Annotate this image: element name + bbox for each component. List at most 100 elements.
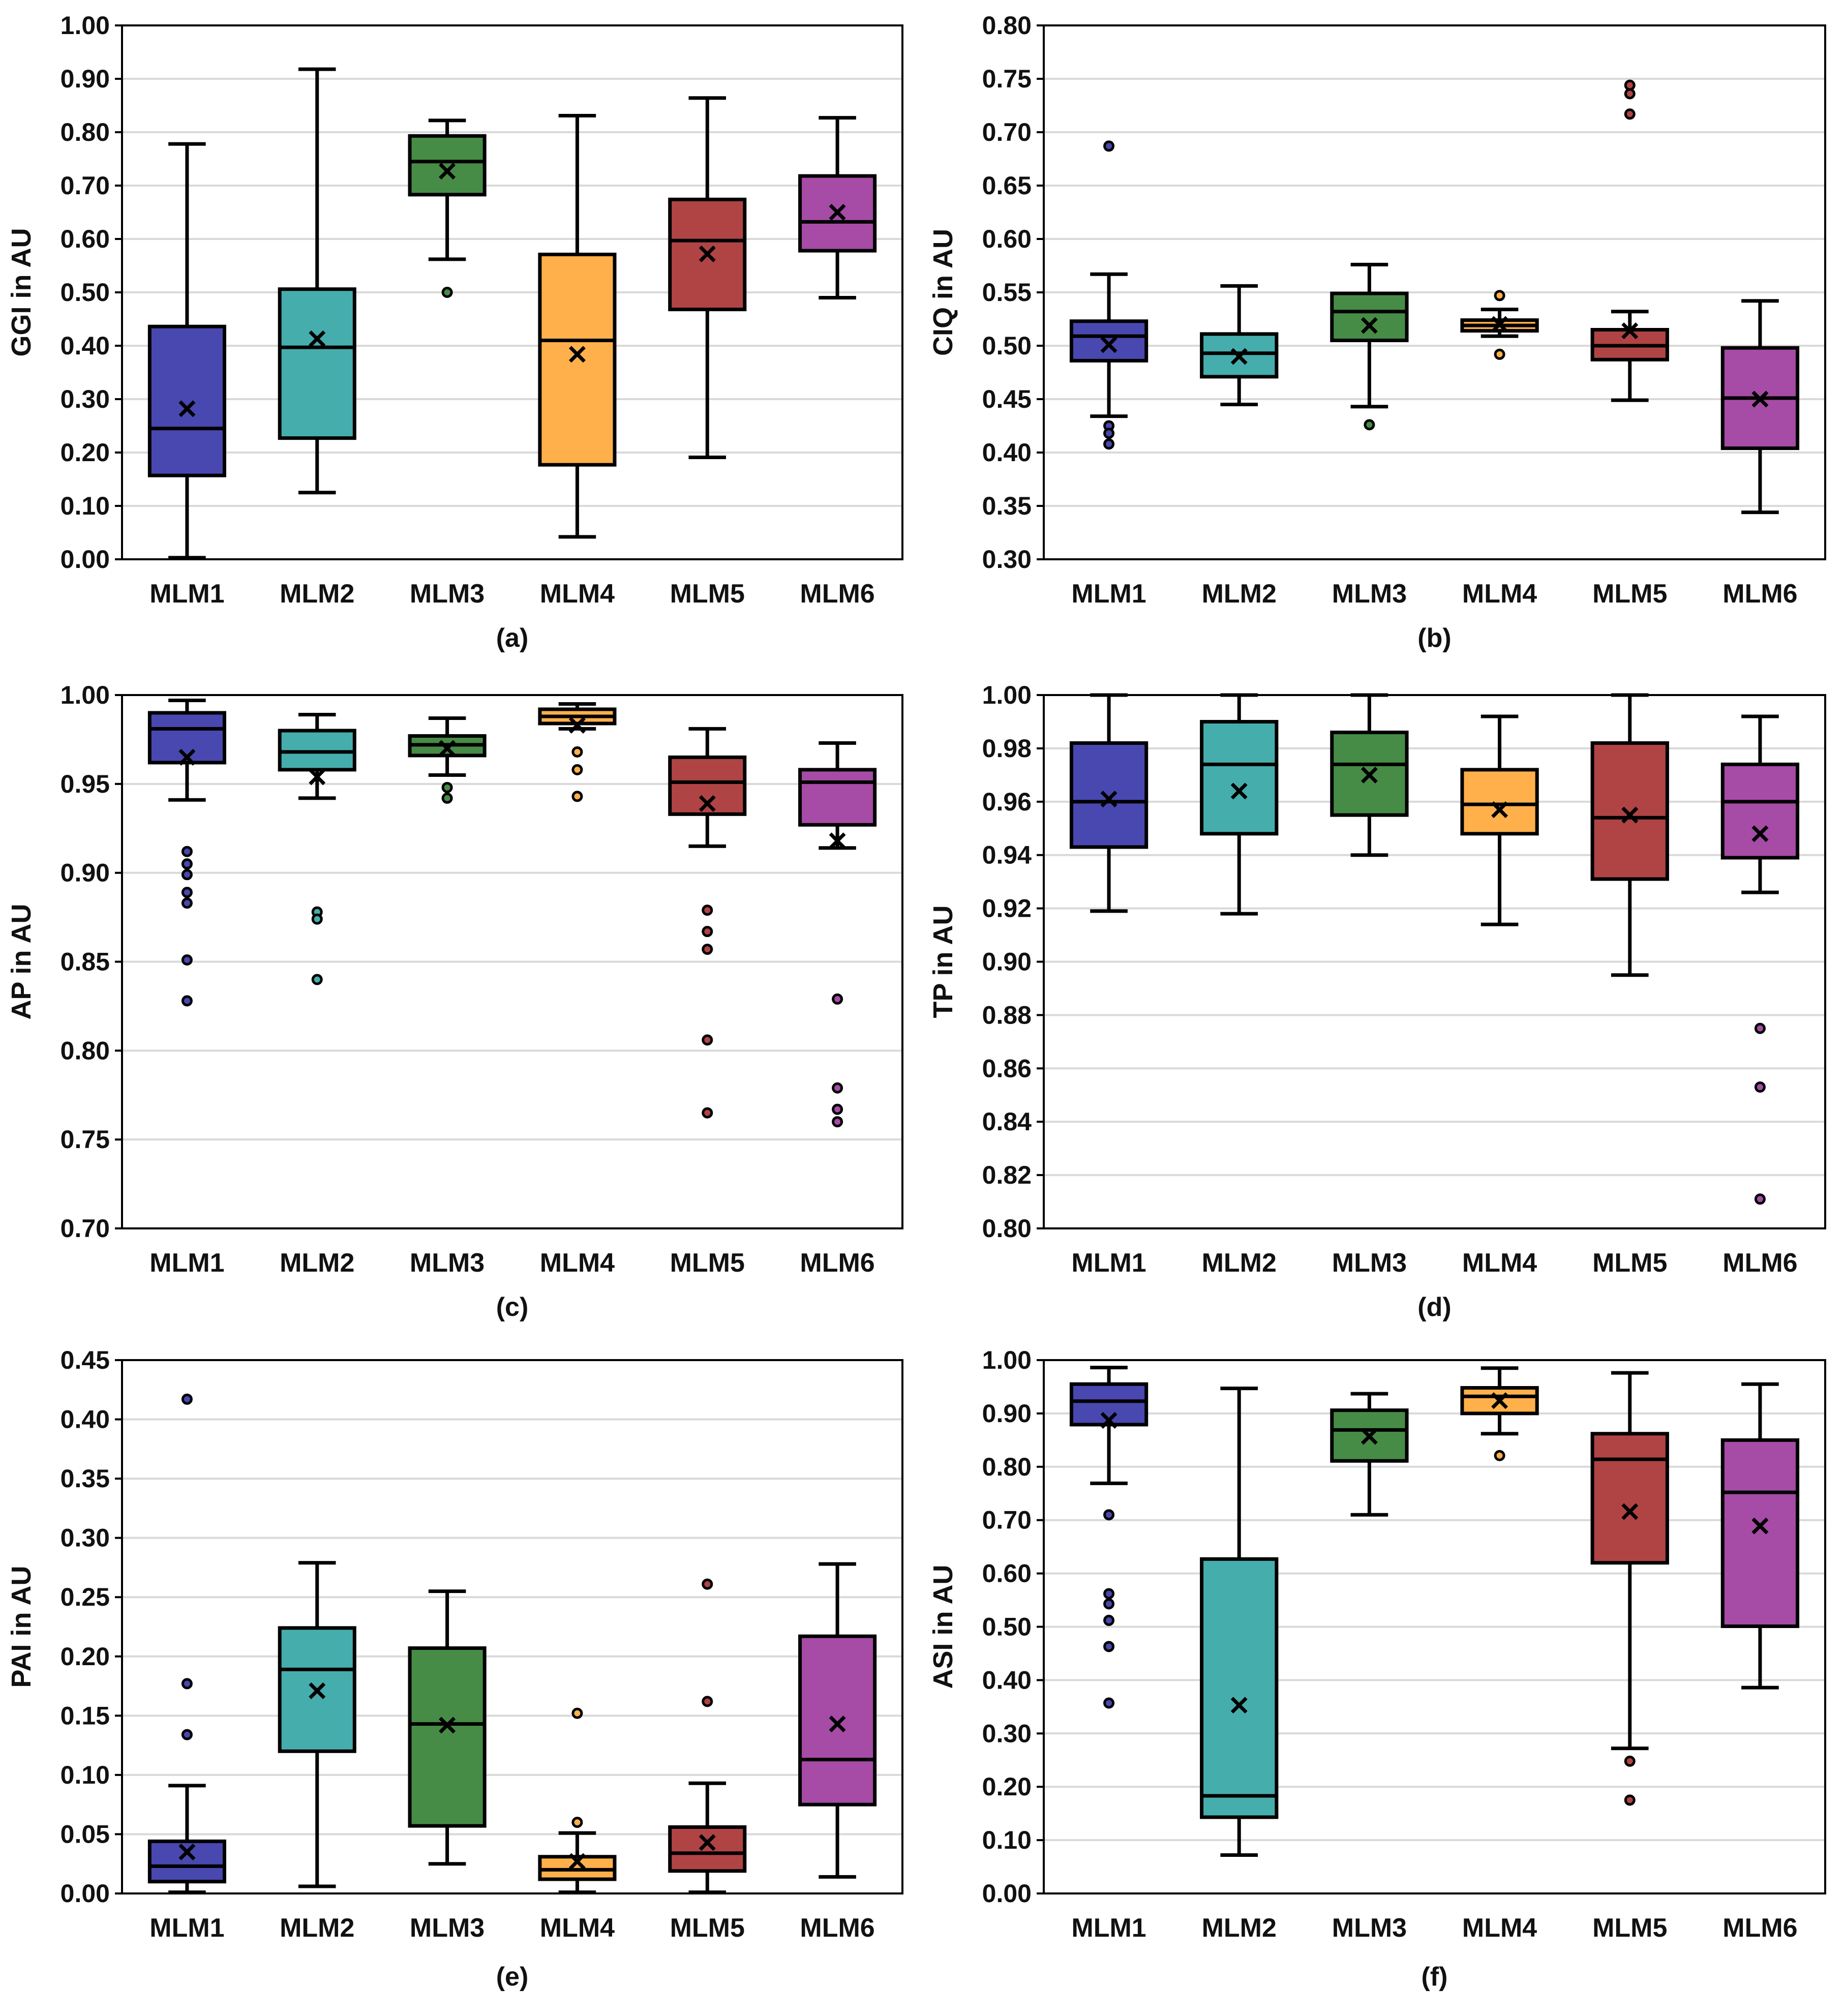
outlier-point <box>181 1678 193 1690</box>
y-tick-label: 0.20 <box>61 1642 110 1671</box>
outlier-point <box>702 926 713 938</box>
box-body <box>1200 719 1279 836</box>
box-mlm2 <box>278 67 356 495</box>
mean-marker <box>699 795 716 812</box>
mean-marker <box>1491 316 1508 333</box>
y-tick-label: 0.45 <box>61 1346 110 1374</box>
outlier-point <box>571 746 583 758</box>
outlier-point <box>1103 1641 1115 1652</box>
outlier-point <box>1364 419 1375 431</box>
y-tick-label: 0.70 <box>61 1214 110 1243</box>
outlier-point <box>702 944 713 955</box>
box-mlm4 <box>1460 714 1539 926</box>
box-mlm3 <box>1330 262 1409 431</box>
y-tick-label: 0.40 <box>61 332 110 360</box>
outlier-point <box>181 1729 193 1740</box>
category-label: MLM3 <box>1332 1913 1407 1943</box>
y-tick-label: 0.35 <box>982 492 1032 520</box>
y-tick-label: 0.90 <box>61 859 110 887</box>
y-tick-label: 0.10 <box>982 1826 1032 1854</box>
category-label: MLM3 <box>1332 579 1407 609</box>
mean-marker <box>1491 801 1508 819</box>
category-label: MLM5 <box>1592 1248 1667 1278</box>
outlier-point <box>1103 438 1115 450</box>
category-label: MLM4 <box>1462 1248 1537 1278</box>
chart-panel-4: 0.80 0.82 0.84 0.86 0.88 0.90 0.92 0.94 0.96 0.98… <box>928 681 1826 1322</box>
y-tick-label: 0.25 <box>61 1583 110 1611</box>
outlier-point <box>1624 1794 1636 1806</box>
y-axis-label: PAI in AU <box>6 1566 37 1688</box>
outlier-point <box>702 1578 713 1590</box>
box-body <box>1460 768 1539 836</box>
y-tick-label: 0.10 <box>61 492 110 520</box>
y-tick-label: 0.35 <box>61 1464 110 1493</box>
panel-label: (c) <box>496 1292 529 1322</box>
category-label: MLM1 <box>1071 1248 1146 1278</box>
outlier-point <box>181 887 193 898</box>
y-tick-label: 0.20 <box>61 438 110 467</box>
box-mlm4 <box>538 702 617 802</box>
outlier-point <box>181 869 193 881</box>
box-body <box>1590 741 1669 881</box>
category-label: MLM5 <box>670 579 745 609</box>
outlier-point <box>1103 428 1115 439</box>
y-tick-label: 0.50 <box>61 278 110 307</box>
category-label: MLM2 <box>1202 1248 1277 1278</box>
category-label: MLM6 <box>800 1248 874 1278</box>
outlier-point <box>832 1103 843 1115</box>
outlier-point <box>311 913 323 925</box>
box-mlm4 <box>538 1707 617 1894</box>
mean-marker <box>439 1717 456 1734</box>
box-body <box>147 324 226 477</box>
y-tick-label: 0.70 <box>61 171 110 200</box>
category-label: MLM2 <box>280 1248 354 1278</box>
category-label: MLM2 <box>1202 1913 1277 1943</box>
mean-marker <box>1751 1517 1769 1534</box>
mean-marker <box>309 768 326 786</box>
y-tick-label: 0.75 <box>982 65 1032 93</box>
box-mlm3 <box>1330 693 1409 857</box>
box-mlm6 <box>1720 714 1800 1205</box>
y-tick-label: 0.60 <box>61 225 110 253</box>
box-mlm4 <box>538 113 617 539</box>
y-tick-label: 0.40 <box>982 438 1032 467</box>
box-mlm2 <box>1200 284 1279 406</box>
y-tick-label: 1.00 <box>982 1346 1032 1374</box>
outlier-point <box>1103 1598 1115 1610</box>
panel-label: (e) <box>496 1962 529 1992</box>
y-tick-label: 0.05 <box>61 1820 110 1848</box>
outlier-point <box>181 858 193 870</box>
mean-marker <box>829 204 846 221</box>
y-tick-label: 0.50 <box>982 332 1032 360</box>
mean-marker <box>699 1834 716 1851</box>
box-mlm6 <box>798 1562 877 1879</box>
mean-marker <box>568 1853 586 1870</box>
y-tick-label: 0.94 <box>982 841 1032 869</box>
outlier-point <box>1754 1022 1766 1034</box>
y-tick-label: 0.15 <box>61 1701 110 1730</box>
y-tick-label: 0.98 <box>982 734 1032 763</box>
y-tick-label: 1.00 <box>61 11 110 40</box>
box-mlm5 <box>1590 1371 1669 1806</box>
box-mlm5 <box>668 96 747 459</box>
box-mlm5 <box>668 1578 747 1894</box>
category-label: MLM6 <box>800 1913 874 1943</box>
mean-marker <box>309 330 326 347</box>
mean-marker <box>1100 791 1117 808</box>
box-body <box>147 711 226 765</box>
box-body <box>1720 762 1800 860</box>
box-body <box>1069 1382 1148 1427</box>
y-axis-label: CIQ in AU <box>928 229 958 356</box>
outlier-point <box>311 974 323 985</box>
box-body <box>1720 1438 1800 1628</box>
mean-marker <box>178 400 196 417</box>
outlier-point <box>571 1707 583 1719</box>
y-tick-label: 0.80 <box>982 11 1032 40</box>
box-mlm1 <box>147 698 226 1007</box>
y-tick-label: 0.00 <box>61 1879 110 1908</box>
outlier-point <box>1103 1509 1115 1521</box>
category-label: MLM4 <box>1462 1913 1537 1943</box>
category-label: MLM6 <box>1722 1913 1797 1943</box>
outlier-point <box>702 1034 713 1046</box>
mean-marker <box>1230 348 1248 365</box>
